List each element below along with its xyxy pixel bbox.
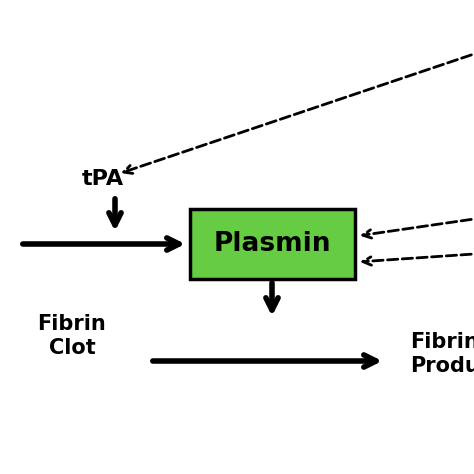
Text: Fibrin
Produ: Fibrin Produ [410, 332, 474, 375]
Text: tPA: tPA [82, 169, 124, 189]
Text: Plasmin: Plasmin [213, 231, 331, 257]
FancyBboxPatch shape [190, 209, 355, 279]
Text: Fibrin
Clot: Fibrin Clot [37, 314, 106, 357]
